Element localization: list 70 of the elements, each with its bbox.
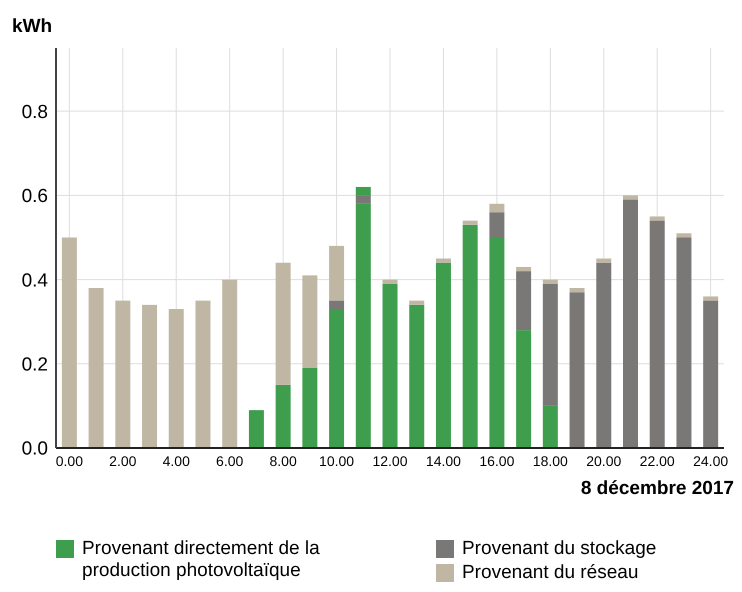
bar	[329, 309, 344, 448]
bar	[516, 330, 532, 448]
bar	[516, 266, 532, 272]
bar	[115, 300, 130, 448]
bar	[409, 304, 424, 448]
y-axis-title: kWh	[12, 16, 52, 38]
bar	[329, 246, 344, 301]
bar	[650, 220, 665, 448]
bar	[623, 200, 638, 448]
x-tick-label: 0.00	[56, 452, 84, 469]
x-tick-label: 6.00	[216, 452, 244, 469]
x-tick-label: 16.00	[479, 452, 515, 469]
x-tick-label: 4.00	[162, 452, 190, 469]
y-tick-label: 0.4	[22, 270, 48, 292]
x-axis-title: 8 décembre 2017	[580, 478, 734, 500]
bar	[168, 309, 184, 448]
bar	[356, 204, 371, 448]
bar	[542, 280, 558, 284]
x-tick-label: 18.00	[532, 452, 568, 469]
bar	[382, 284, 398, 448]
bar	[248, 410, 264, 448]
bar	[276, 262, 291, 385]
bar	[489, 212, 504, 238]
bar	[436, 258, 451, 263]
y-tick-label: 0.0	[22, 438, 48, 460]
bar	[516, 271, 532, 330]
bar	[542, 406, 558, 448]
bar	[195, 300, 210, 448]
bar	[570, 292, 585, 448]
bar	[382, 280, 398, 284]
y-tick-label: 0.2	[22, 354, 48, 376]
x-tick-label: 10.00	[319, 452, 354, 469]
bar	[436, 262, 451, 448]
x-tick-label: 24.00	[693, 452, 728, 469]
bar	[302, 368, 318, 448]
legend-label: Provenant du stockage	[462, 538, 656, 560]
x-tick-label: 22.00	[640, 452, 675, 469]
bar	[88, 288, 104, 448]
y-tick-label: 0.8	[22, 102, 48, 123]
bar	[676, 233, 692, 238]
x-tick-label: 14.00	[426, 452, 462, 469]
bar	[623, 195, 638, 200]
x-tick-label: 12.00	[372, 452, 408, 469]
x-tick-label: 8.00	[269, 452, 297, 469]
bar	[409, 300, 424, 305]
bar	[596, 262, 612, 448]
bar	[356, 195, 371, 204]
bar	[276, 384, 291, 448]
bar	[462, 224, 478, 448]
legend-label: Provenant directement de la production photovoltaïque	[82, 538, 321, 582]
bar	[596, 258, 612, 263]
bar	[703, 296, 718, 301]
y-tick-label: 0.6	[22, 186, 48, 208]
bar	[542, 284, 558, 406]
bar	[356, 186, 371, 196]
bar	[676, 237, 692, 448]
bar	[222, 280, 238, 448]
legend-label: Provenant du réseau	[462, 562, 638, 584]
x-tick-label: 20.00	[586, 452, 622, 469]
bar	[703, 300, 718, 448]
bar	[650, 216, 665, 221]
bar	[489, 237, 504, 448]
bar	[570, 288, 585, 292]
bar	[302, 275, 318, 368]
bar	[489, 204, 504, 212]
bar	[462, 220, 478, 225]
x-tick-label: 2.00	[109, 452, 137, 469]
bar	[329, 300, 344, 310]
bar	[142, 304, 158, 448]
bar	[62, 237, 77, 448]
